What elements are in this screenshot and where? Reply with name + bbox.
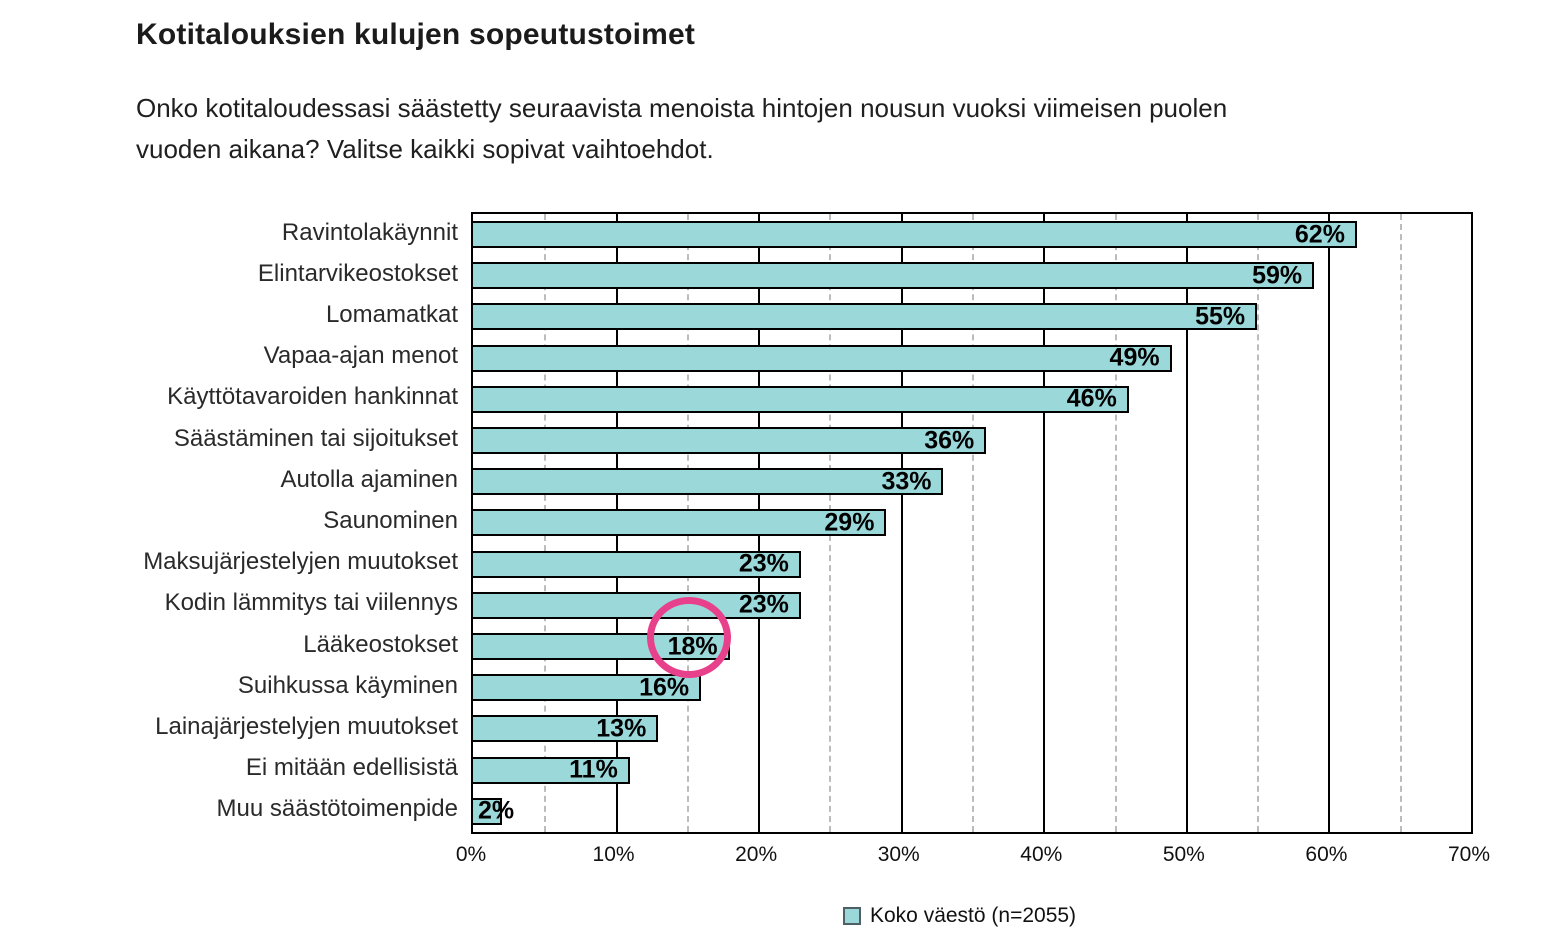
category-label: Lomamatkat xyxy=(325,300,458,328)
gridline-major xyxy=(900,214,903,832)
bar-row: 23% xyxy=(473,585,1471,626)
category-label: Lääkeostokset xyxy=(303,630,458,658)
category-label: Vapaa-ajan menot xyxy=(263,342,458,370)
bar-row: 18% xyxy=(473,626,1471,667)
value-label: 62% xyxy=(1294,220,1345,249)
category-label: Ravintolakäynnit xyxy=(281,218,458,246)
value-label: 13% xyxy=(596,714,647,743)
chart-title: Kotitalouksien kulujen sopeutustoimet xyxy=(136,18,696,51)
category-label: Ei mitään edellisistä xyxy=(245,754,458,782)
category-label: Suihkussa käyminen xyxy=(237,671,458,699)
bar-Muu säästötoimenpide: 2% xyxy=(473,797,514,825)
bar-row: 33% xyxy=(473,461,1471,502)
category-label: Autolla ajaminen xyxy=(280,465,458,493)
value-label: 33% xyxy=(881,467,932,496)
plot-area: 62% 59% 55% 49% 46% 36% 33% 29% 23% 23% 18% 16% 13% 1… xyxy=(471,212,1473,834)
subtitle-line-1: Onko kotitaloudessasi säästetty seuraavi… xyxy=(136,93,1228,123)
category-label: Maksujärjestelyjen muutokset xyxy=(143,548,458,576)
value-label: 55% xyxy=(1195,302,1246,331)
gridline-minor xyxy=(972,214,974,832)
bar-Ei mitään edellisistä: 11% xyxy=(473,755,630,784)
x-tick-label: 70% xyxy=(1447,843,1491,866)
bar-Saunominen: 29% xyxy=(473,508,887,537)
bar-row: 36% xyxy=(473,420,1471,461)
value-label: 23% xyxy=(738,549,789,578)
bar-Kodin lämmitys tai viilennys: 23% xyxy=(473,590,801,619)
bar-row: 23% xyxy=(473,544,1471,585)
category-label: Käyttötavaroiden hankinnat xyxy=(167,383,458,411)
x-axis: 0% 10% 20% 30% 40% 50% 60% 70% xyxy=(456,843,1490,873)
bar-row: 55% xyxy=(473,296,1471,337)
bar-row: 62% xyxy=(473,214,1471,255)
bar-row: 11% xyxy=(473,750,1471,791)
x-tick-label: 50% xyxy=(1162,843,1205,866)
category-axis: Ravintolakäynnit Elintarvikeostokset Lomam… xyxy=(0,212,458,830)
value-label: 49% xyxy=(1109,343,1160,372)
highlight-circle-annotation xyxy=(647,597,731,678)
gridline-major xyxy=(1328,214,1331,832)
bar-row: 29% xyxy=(473,502,1471,543)
value-label: 59% xyxy=(1252,261,1303,290)
bar-row: 13% xyxy=(473,708,1471,749)
bar-Elintarvikeostokset: 59% xyxy=(473,261,1315,290)
bar-Ravintolakäynnit: 62% xyxy=(473,220,1357,249)
legend-label: Koko väestö (n=2055) xyxy=(870,904,1077,927)
legend: Koko väestö (n=2055) xyxy=(843,904,1076,928)
gridline-major xyxy=(1185,214,1188,832)
bar-Maksujärjestelyjen muutokset: 23% xyxy=(473,549,801,578)
x-tick-label: 30% xyxy=(877,843,920,866)
value-label: 36% xyxy=(924,426,975,455)
chart-subtitle: Onko kotitaloudessasi säästetty seuraavi… xyxy=(136,88,1227,170)
value-label: 29% xyxy=(824,508,875,537)
value-label: 23% xyxy=(738,590,789,619)
value-label: 11% xyxy=(569,755,618,784)
bar-row: 2% xyxy=(473,791,1471,832)
legend-swatch-icon xyxy=(843,907,861,925)
value-label: 46% xyxy=(1066,384,1117,413)
x-tick-label: 0% xyxy=(455,843,487,866)
x-tick-label: 60% xyxy=(1305,843,1348,866)
gridline-major xyxy=(1043,214,1046,832)
bar-Suihkussa käyminen: 16% xyxy=(473,673,702,702)
bar-row: 16% xyxy=(473,667,1471,708)
bar-Säästäminen tai sijoitukset: 36% xyxy=(473,426,987,455)
category-label: Saunominen xyxy=(323,506,458,534)
bar-Käyttötavaroiden hankinnat: 46% xyxy=(473,384,1129,413)
gridline-minor xyxy=(1399,214,1402,832)
x-tick-label: 40% xyxy=(1020,843,1063,866)
value-label: 16% xyxy=(639,673,690,702)
x-tick-label: 20% xyxy=(735,843,778,866)
gridline-minor xyxy=(1257,214,1260,832)
category-label: Säästäminen tai sijoitukset xyxy=(173,424,458,452)
bar-Vapaa-ajan menot: 49% xyxy=(473,343,1172,372)
bar-row: 49% xyxy=(473,338,1471,379)
x-tick-label: 10% xyxy=(592,843,635,866)
value-label: 2% xyxy=(478,796,515,825)
gridline-minor xyxy=(1114,214,1117,832)
subtitle-line-2: vuoden aikana? Valitse kaikki sopivat va… xyxy=(136,134,714,164)
category-label: Muu säästötoimenpide xyxy=(216,795,458,823)
bar-row: 59% xyxy=(473,255,1471,296)
category-label: Kodin lämmitys tai viilennys xyxy=(164,589,458,617)
category-label: Lainajärjestelyjen muutokset xyxy=(155,712,458,740)
bar-Lainajärjestelyjen muutokset: 13% xyxy=(473,714,659,743)
bar-Lomamatkat: 55% xyxy=(473,302,1258,331)
bar-row: 46% xyxy=(473,379,1471,420)
category-label: Elintarvikeostokset xyxy=(257,259,458,287)
bar-Autolla ajaminen: 33% xyxy=(473,467,944,496)
